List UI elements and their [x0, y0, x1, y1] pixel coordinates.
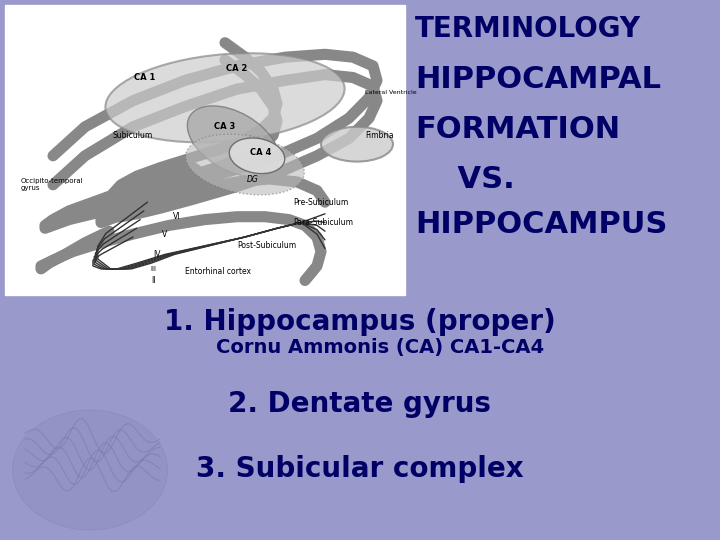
Text: Entorhinal cortex: Entorhinal cortex	[185, 267, 251, 276]
Ellipse shape	[186, 134, 305, 195]
Text: Pre-Subiculum: Pre-Subiculum	[293, 198, 348, 207]
Text: CA 1: CA 1	[135, 73, 156, 82]
Text: Fimbria: Fimbria	[365, 131, 394, 140]
Text: Occipito-temporal
gyrus: Occipito-temporal gyrus	[21, 178, 84, 191]
Text: TERMINOLOGY: TERMINOLOGY	[415, 15, 641, 43]
Bar	[5, 5, 405, 295]
Text: CA 2: CA 2	[226, 64, 248, 73]
Ellipse shape	[105, 53, 345, 143]
Text: Post-Subiculum: Post-Subiculum	[237, 241, 296, 250]
Text: DG: DG	[247, 174, 259, 184]
Ellipse shape	[229, 138, 284, 174]
Text: Para-Subiculum: Para-Subiculum	[293, 218, 353, 227]
Text: III: III	[150, 266, 156, 272]
Text: VS.: VS.	[415, 165, 515, 194]
Ellipse shape	[321, 127, 393, 161]
Text: V: V	[163, 230, 168, 239]
Text: FORMATION: FORMATION	[415, 115, 620, 144]
Text: VI: VI	[174, 212, 181, 221]
Text: 3. Subicular complex: 3. Subicular complex	[196, 455, 524, 483]
Text: CA 4: CA 4	[251, 148, 271, 157]
Text: Subiculum: Subiculum	[113, 131, 153, 140]
Text: 1. Hippocampus (proper): 1. Hippocampus (proper)	[164, 308, 556, 336]
Ellipse shape	[187, 106, 279, 177]
Text: Lateral Ventricle: Lateral Ventricle	[365, 90, 417, 94]
Text: Cornu Ammonis (CA) CA1-CA4: Cornu Ammonis (CA) CA1-CA4	[216, 338, 544, 357]
Text: 2. Dentate gyrus: 2. Dentate gyrus	[228, 390, 492, 418]
Text: IV: IV	[153, 250, 161, 259]
Text: CA 3: CA 3	[215, 122, 235, 131]
Ellipse shape	[12, 410, 168, 530]
Text: HIPPOCAMPUS: HIPPOCAMPUS	[415, 210, 667, 239]
Text: HIPPOCAMPAL: HIPPOCAMPAL	[415, 65, 661, 94]
Text: II: II	[150, 276, 156, 285]
